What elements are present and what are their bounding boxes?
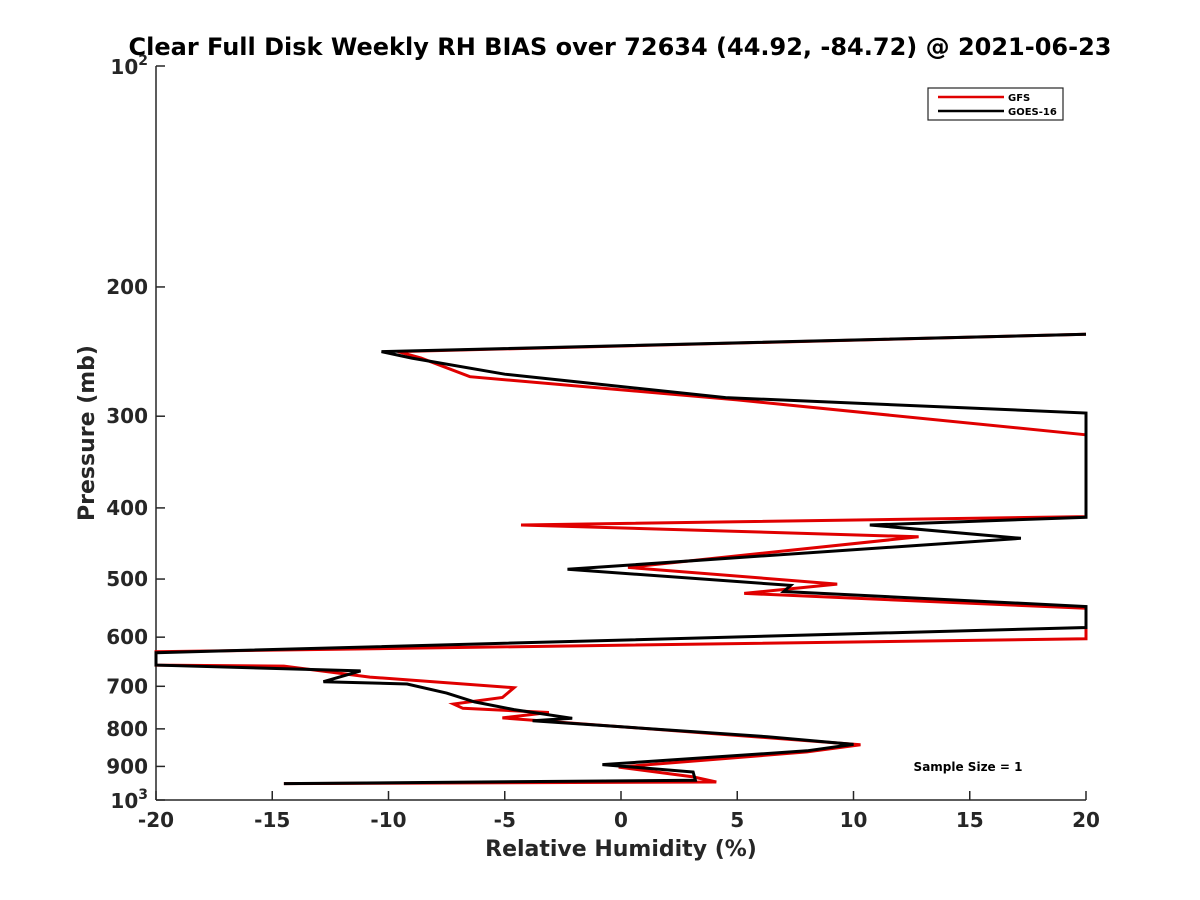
legend-label-gfs: GFS bbox=[1008, 93, 1030, 104]
x-tick-label: 5 bbox=[730, 808, 744, 832]
x-tick-label: 20 bbox=[1072, 808, 1100, 832]
series-layer bbox=[154, 332, 1088, 786]
chart-title: Clear Full Disk Weekly RH BIAS over 7263… bbox=[129, 33, 1112, 61]
legend-box bbox=[927, 87, 1064, 121]
x-tick-label: -10 bbox=[370, 808, 406, 832]
series-line-goes16 bbox=[154, 332, 1088, 786]
y-ticks: 200 300 400 500 600 700 800 900 102 103 bbox=[106, 53, 165, 813]
y-axis-label: Pressure (mb) bbox=[75, 345, 100, 521]
y-limit-label: 102 bbox=[110, 53, 148, 79]
y-tick-label: 500 bbox=[106, 567, 148, 591]
plot-area bbox=[155, 66, 1086, 801]
y-tick-label: 900 bbox=[106, 754, 148, 778]
x-tick-label: 10 bbox=[840, 808, 868, 832]
x-tick-label: -20 bbox=[138, 808, 174, 832]
y-tick-label: 400 bbox=[106, 496, 148, 520]
x-axis-label: Relative Humidity (%) bbox=[485, 837, 757, 862]
y-tick-label: 300 bbox=[106, 404, 148, 428]
x-tick-label: -15 bbox=[254, 808, 290, 832]
x-tick-label: 15 bbox=[956, 808, 984, 832]
x-tick-label: -5 bbox=[494, 808, 516, 832]
y-tick-label: 200 bbox=[106, 275, 148, 299]
y-tick-label: 700 bbox=[106, 674, 148, 698]
x-ticks: -20 -15 -10 -5 0 5 10 15 20 bbox=[138, 791, 1100, 832]
legend-label-goes16: GOES-16 bbox=[1008, 107, 1057, 118]
y-limit-label: 103 bbox=[110, 787, 148, 813]
y-tick-label: 600 bbox=[106, 625, 148, 649]
legend: GFS GOES-16 bbox=[927, 87, 1064, 121]
y-tick-label: 800 bbox=[106, 717, 148, 741]
series-line-gfs bbox=[154, 332, 1088, 786]
sample-size-annotation: Sample Size = 1 bbox=[914, 760, 1023, 774]
x-tick-label: 0 bbox=[614, 808, 628, 832]
